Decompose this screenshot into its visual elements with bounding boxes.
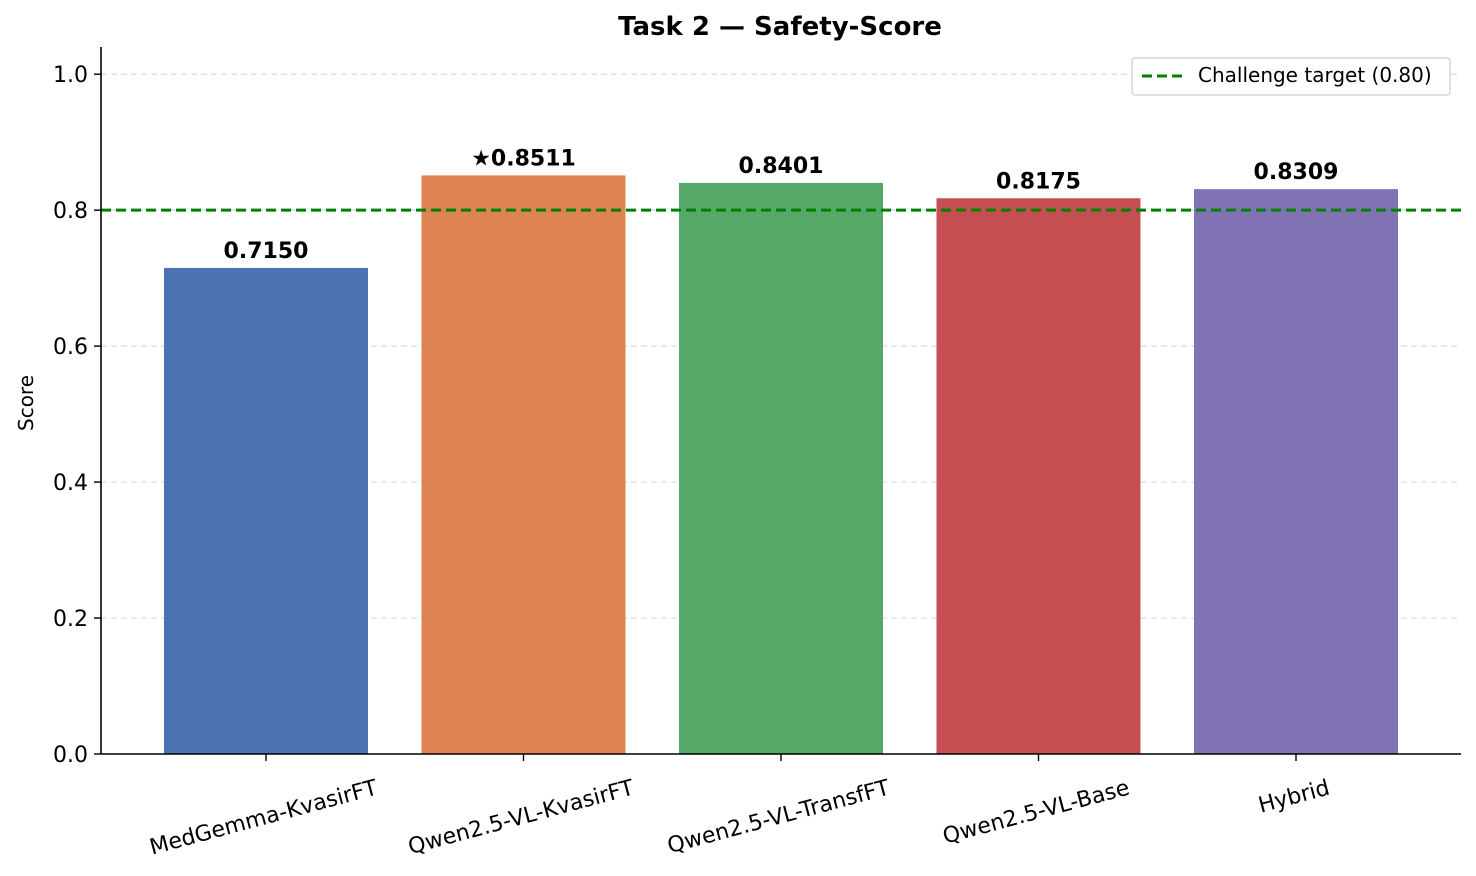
bar-value-label: 0.8309 bbox=[1254, 160, 1339, 185]
y-tick-label: 0.4 bbox=[53, 471, 88, 496]
bar-value-label: 0.7150 bbox=[224, 239, 309, 264]
y-axis-label: Score bbox=[14, 375, 38, 431]
chart-title: Task 2 — Safety-Score bbox=[618, 12, 942, 42]
legend: Challenge target (0.80) bbox=[1131, 57, 1451, 96]
y-tick-label: 0.8 bbox=[53, 199, 88, 224]
y-tick-label: 0.0 bbox=[53, 743, 88, 768]
x-tick-label: Qwen2.5-VL-Base bbox=[940, 776, 1132, 850]
y-ticks: 0.0 0.2 0.4 0.6 0.8 1.0 bbox=[53, 63, 101, 768]
x-ticks: MedGemma-KvasirFT Qwen2.5-VL-KvasirFT Qwen… bbox=[147, 754, 1332, 861]
y-tick-label: 0.2 bbox=[53, 607, 88, 632]
bar-qwen2-5-vl-base bbox=[936, 198, 1141, 755]
x-tick-label: MedGemma-KvasirFT bbox=[147, 776, 381, 861]
bar-value-labels: 0.7150 ★0.8511 0.8401 0.8175 0.8309 bbox=[224, 146, 1339, 264]
y-tick-label: 0.6 bbox=[53, 335, 88, 360]
bar-medgemma-kvasirft bbox=[164, 267, 368, 754]
legend-box bbox=[1131, 57, 1451, 96]
bar-value-label: ★0.8511 bbox=[471, 146, 576, 171]
legend-entry-challenge-target: Challenge target (0.80) bbox=[1198, 63, 1432, 87]
bar-hybrid bbox=[1194, 189, 1398, 755]
x-tick-label: Hybrid bbox=[1256, 776, 1333, 819]
y-tick-label: 1.0 bbox=[53, 63, 88, 88]
bar-qwen2-5-vl-transfft bbox=[679, 182, 883, 754]
x-tick-label: Qwen2.5-VL-TransfFT bbox=[665, 776, 893, 860]
bar-value-label: 0.8175 bbox=[996, 169, 1081, 194]
bar-value-label: 0.8401 bbox=[739, 154, 824, 179]
bar-qwen2-5-vl-kvasirft bbox=[421, 175, 626, 755]
x-tick-label: Qwen2.5-VL-KvasirFT bbox=[406, 776, 638, 860]
bars bbox=[164, 175, 1398, 755]
